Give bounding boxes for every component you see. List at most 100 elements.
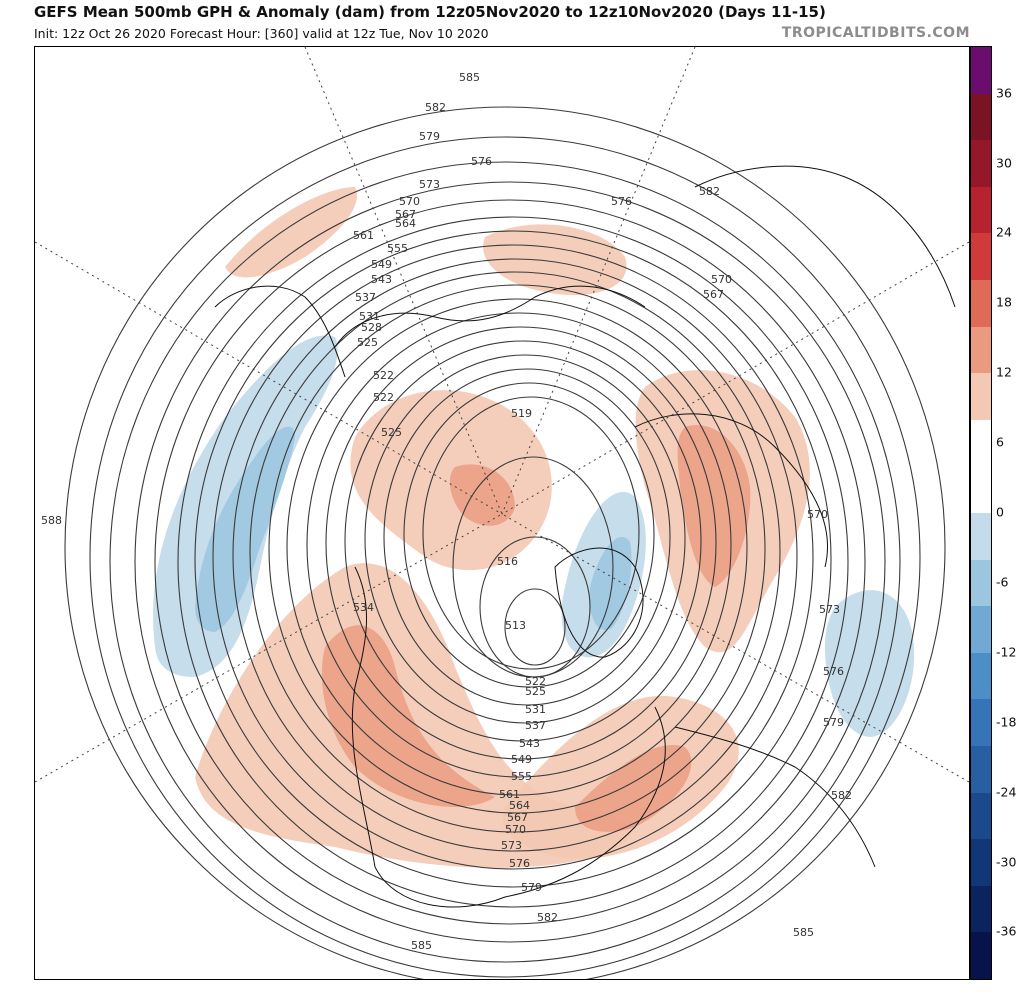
- contour-label: 570: [807, 508, 828, 521]
- contour-label: 522: [373, 369, 394, 382]
- colorbar-segment: [971, 47, 991, 94]
- colorbar-tick-label: 30: [996, 155, 1012, 170]
- anomaly-north-pacific-cold-core: [195, 426, 295, 632]
- contour-label: 516: [497, 555, 518, 568]
- map-subtitle: Init: 12z Oct 26 2020 Forecast Hour: [36…: [34, 26, 489, 41]
- anomaly-western-north-america-warm-core: [321, 625, 495, 807]
- colorbar-tick-label: 18: [996, 294, 1012, 310]
- colorbar-tick-labels: 36 30 24 18 12 6 0 -6 -12 -18 -24 -30 -36: [992, 46, 1024, 980]
- contour-label: 555: [511, 770, 532, 783]
- colorbar-segment: [971, 419, 991, 467]
- contour-label: 567: [507, 811, 528, 824]
- colorbar-segment: [971, 140, 991, 187]
- colorbar-segment: [971, 699, 991, 746]
- contour-label: 525: [381, 426, 402, 439]
- contour-label: 576: [471, 155, 492, 168]
- contour-label: 513: [505, 619, 526, 632]
- negative-anomalies: [153, 335, 915, 737]
- contour-label: 525: [357, 336, 378, 349]
- anomaly-alaska-warm: [225, 187, 357, 278]
- colorbar-tick-label: -6: [996, 574, 1009, 590]
- colorbar-segment: [971, 186, 991, 234]
- map-header: GEFS Mean 500mb GPH & Anomaly (dam) from…: [0, 0, 1024, 46]
- anomaly-north-africa-cold: [825, 590, 915, 737]
- contour-label: 543: [371, 273, 392, 286]
- colorbar-segment: [971, 373, 991, 420]
- map-title: GEFS Mean 500mb GPH & Anomaly (dam) from…: [34, 3, 826, 21]
- contour-label: 585: [793, 926, 814, 939]
- contour-label: 582: [831, 789, 852, 802]
- positive-anomalies: [195, 187, 810, 868]
- contour-label: 570: [711, 273, 732, 286]
- contour-label: 534: [353, 601, 374, 614]
- anomaly-eastern-europe-warm-core: [677, 425, 751, 587]
- colorbar-segment: [971, 839, 991, 886]
- contour-label: 585: [411, 939, 432, 952]
- coastlines: [214, 165, 956, 908]
- contour-label: 537: [525, 719, 546, 732]
- graticule: [35, 47, 969, 783]
- contour-label: 576: [823, 665, 844, 678]
- hemispheric-map: 585 582 579 576 573 570 567 564 561 555 …: [34, 46, 970, 980]
- contour-label: 528: [361, 321, 382, 334]
- contour-label: 564: [395, 217, 416, 230]
- contour-labels: 585 582 579 576 573 570 567 564 561 555 …: [41, 71, 852, 952]
- map-canvas: 585 582 579 576 573 570 567 564 561 555 …: [35, 47, 969, 979]
- contour-label: 543: [519, 737, 540, 750]
- contour-label: 549: [511, 753, 532, 766]
- contour-label: 570: [505, 823, 526, 836]
- anomaly-colorbar: [970, 46, 992, 980]
- colorbar-segment: [971, 93, 991, 141]
- contour-label: 522: [373, 391, 394, 404]
- contour-label: 567: [703, 288, 724, 301]
- colorbar-segment: [971, 559, 991, 607]
- colorbar-segment: [971, 606, 991, 653]
- contour-label: 561: [353, 229, 374, 242]
- colorbar-tick-label: -18: [996, 714, 1017, 730]
- contour-label: 531: [359, 310, 380, 323]
- contour-label: 570: [399, 195, 420, 208]
- colorbar-segment: [971, 466, 991, 513]
- anomaly-siberia-warm: [483, 224, 627, 296]
- contour-label: 555: [387, 242, 408, 255]
- contour-label: 531: [525, 703, 546, 716]
- colorbar-segment: [971, 233, 991, 280]
- contour-label: 582: [537, 911, 558, 924]
- contour-label: 564: [509, 799, 530, 812]
- contour-label: 573: [501, 839, 522, 852]
- contour-label: 576: [611, 195, 632, 208]
- contour-label: 585: [459, 71, 480, 84]
- contour-label: 579: [823, 716, 844, 729]
- height-contours: [64, 106, 946, 979]
- contour-label: 519: [511, 407, 532, 420]
- contour-label: 567: [395, 208, 416, 221]
- colorbar-segment: [971, 512, 991, 560]
- contour-label: 522: [525, 675, 546, 688]
- contour-label: 537: [355, 291, 376, 304]
- colorbar-tick-label: -36: [996, 923, 1017, 939]
- contour-label: 582: [699, 185, 720, 198]
- contour-label: 573: [819, 603, 840, 616]
- colorbar-segment: [971, 792, 991, 840]
- contour-label: 573: [419, 178, 440, 191]
- colorbar-tick-label: 24: [996, 224, 1012, 240]
- brand-watermark: TROPICALTIDBITS.COM: [781, 25, 970, 41]
- colorbar-segment: [971, 326, 991, 374]
- anomaly-eastern-north-america-warm-core: [575, 745, 692, 832]
- contour-label: 588: [41, 514, 62, 527]
- anomaly-greenland-cold-core: [589, 537, 632, 631]
- contour-label: 579: [521, 881, 542, 894]
- colorbar-segment: [971, 745, 991, 793]
- contour-label: 549: [371, 258, 392, 271]
- anomaly-arctic-warm-core: [449, 464, 515, 526]
- contour-label: 525: [525, 685, 546, 698]
- colorbar-tick-label: 0: [996, 504, 1004, 520]
- colorbar-tick-label: -24: [996, 784, 1017, 800]
- contour-label: 561: [499, 788, 520, 801]
- colorbar-tick-label: -12: [996, 644, 1017, 660]
- contour-label: 576: [509, 857, 530, 870]
- contour-label: 582: [425, 101, 446, 114]
- colorbar-segment: [971, 932, 991, 979]
- colorbar-segment: [971, 652, 991, 700]
- colorbar-segment: [971, 885, 991, 933]
